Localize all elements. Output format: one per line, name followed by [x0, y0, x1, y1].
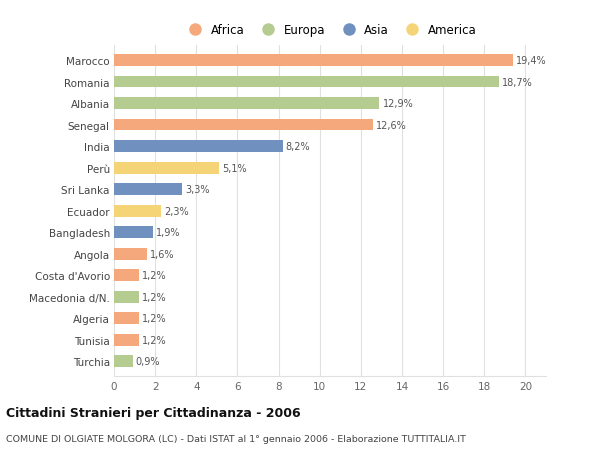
- Bar: [114, 248, 147, 260]
- Text: 1,2%: 1,2%: [142, 270, 166, 280]
- Bar: [114, 205, 161, 217]
- Bar: [114, 291, 139, 303]
- Bar: [114, 119, 373, 131]
- Text: 5,1%: 5,1%: [222, 163, 247, 173]
- Text: 1,2%: 1,2%: [142, 313, 166, 324]
- Text: 8,2%: 8,2%: [286, 142, 310, 152]
- Bar: [114, 77, 499, 88]
- Bar: [114, 141, 283, 153]
- Text: 0,9%: 0,9%: [136, 356, 160, 366]
- Bar: [114, 227, 153, 239]
- Text: 1,9%: 1,9%: [156, 228, 181, 238]
- Bar: [114, 184, 182, 196]
- Bar: [114, 162, 219, 174]
- Text: COMUNE DI OLGIATE MOLGORA (LC) - Dati ISTAT al 1° gennaio 2006 - Elaborazione TU: COMUNE DI OLGIATE MOLGORA (LC) - Dati IS…: [6, 434, 466, 443]
- Bar: [114, 269, 139, 281]
- Bar: [114, 55, 513, 67]
- Text: 1,2%: 1,2%: [142, 292, 166, 302]
- Text: 19,4%: 19,4%: [516, 56, 547, 66]
- Text: Cittadini Stranieri per Cittadinanza - 2006: Cittadini Stranieri per Cittadinanza - 2…: [6, 406, 301, 419]
- Bar: [114, 334, 139, 346]
- Legend: Africa, Europa, Asia, America: Africa, Europa, Asia, America: [184, 24, 476, 37]
- Bar: [114, 313, 139, 325]
- Text: 12,6%: 12,6%: [376, 120, 407, 130]
- Bar: [114, 355, 133, 367]
- Text: 1,2%: 1,2%: [142, 335, 166, 345]
- Text: 3,3%: 3,3%: [185, 185, 209, 195]
- Text: 2,3%: 2,3%: [164, 206, 189, 216]
- Bar: [114, 98, 379, 110]
- Text: 12,9%: 12,9%: [382, 99, 413, 109]
- Text: 18,7%: 18,7%: [502, 78, 533, 87]
- Text: 1,6%: 1,6%: [150, 249, 175, 259]
